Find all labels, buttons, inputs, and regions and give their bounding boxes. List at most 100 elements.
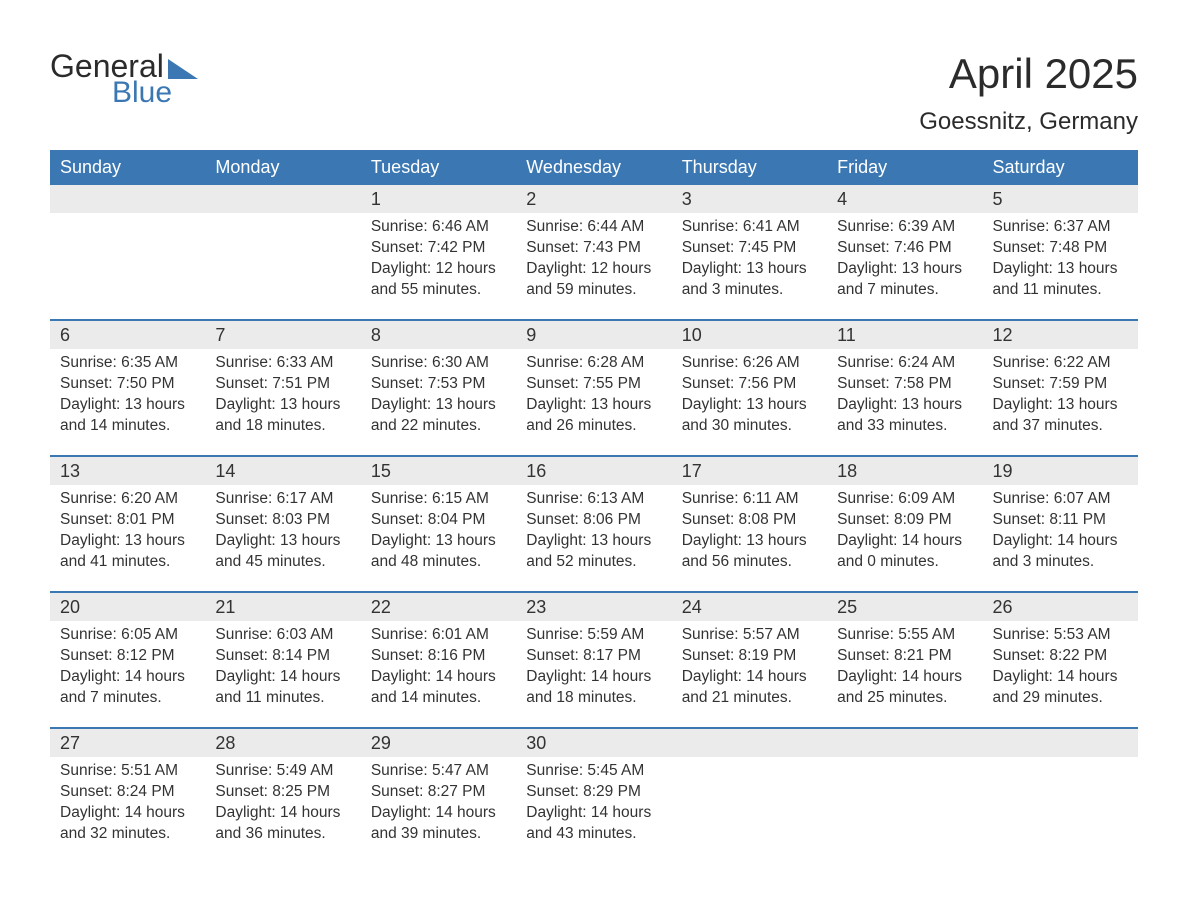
sunrise-text: Sunrise: 6:30 AM	[371, 353, 506, 374]
daylight-text: and 14 minutes.	[371, 688, 506, 709]
day-number: 17	[672, 457, 827, 485]
daylight-text: Daylight: 12 hours	[526, 259, 661, 280]
day-cell: Sunrise: 5:51 AMSunset: 8:24 PMDaylight:…	[50, 761, 205, 849]
sunrise-text: Sunrise: 6:41 AM	[682, 217, 817, 238]
day-cell: Sunrise: 6:17 AMSunset: 8:03 PMDaylight:…	[205, 489, 360, 577]
sunrise-text: Sunrise: 6:17 AM	[215, 489, 350, 510]
logo-word-blue: Blue	[112, 78, 172, 108]
daylight-text: Daylight: 13 hours	[837, 395, 972, 416]
sunrise-text: Sunrise: 5:53 AM	[993, 625, 1128, 646]
day-cell: Sunrise: 6:20 AMSunset: 8:01 PMDaylight:…	[50, 489, 205, 577]
sunset-text: Sunset: 8:19 PM	[682, 646, 817, 667]
day-cell: Sunrise: 6:22 AMSunset: 7:59 PMDaylight:…	[983, 353, 1138, 441]
day-cell	[983, 761, 1138, 849]
day-cell: Sunrise: 6:44 AMSunset: 7:43 PMDaylight:…	[516, 217, 671, 305]
weeks-container: 12345Sunrise: 6:46 AMSunset: 7:42 PMDayl…	[50, 185, 1138, 849]
sunrise-text: Sunrise: 6:37 AM	[993, 217, 1128, 238]
day-number: 19	[983, 457, 1138, 485]
daylight-text: Daylight: 14 hours	[371, 803, 506, 824]
day-number: 10	[672, 321, 827, 349]
daylight-text: and 18 minutes.	[215, 416, 350, 437]
sunrise-text: Sunrise: 5:49 AM	[215, 761, 350, 782]
day-number: 18	[827, 457, 982, 485]
sunset-text: Sunset: 7:53 PM	[371, 374, 506, 395]
day-number: 1	[361, 185, 516, 213]
day-number-row: 6789101112	[50, 321, 1138, 349]
day-number: 8	[361, 321, 516, 349]
sunset-text: Sunset: 8:27 PM	[371, 782, 506, 803]
daylight-text: and 29 minutes.	[993, 688, 1128, 709]
day-cell: Sunrise: 6:33 AMSunset: 7:51 PMDaylight:…	[205, 353, 360, 441]
calendar-page: General Blue April 2025 Goessnitz, Germa…	[0, 0, 1188, 889]
daylight-text: and 32 minutes.	[60, 824, 195, 845]
sunrise-text: Sunrise: 5:59 AM	[526, 625, 661, 646]
sunrise-text: Sunrise: 5:55 AM	[837, 625, 972, 646]
sunrise-text: Sunrise: 6:05 AM	[60, 625, 195, 646]
daylight-text: and 45 minutes.	[215, 552, 350, 573]
daylight-text: Daylight: 13 hours	[371, 395, 506, 416]
sunset-text: Sunset: 8:09 PM	[837, 510, 972, 531]
sunrise-text: Sunrise: 6:46 AM	[371, 217, 506, 238]
day-cell: Sunrise: 6:03 AMSunset: 8:14 PMDaylight:…	[205, 625, 360, 713]
day-cell: Sunrise: 6:11 AMSunset: 8:08 PMDaylight:…	[672, 489, 827, 577]
daylight-text: and 7 minutes.	[837, 280, 972, 301]
day-cell	[827, 761, 982, 849]
weekday-header: Sunday	[50, 150, 205, 185]
sunset-text: Sunset: 7:59 PM	[993, 374, 1128, 395]
day-cell: Sunrise: 6:35 AMSunset: 7:50 PMDaylight:…	[50, 353, 205, 441]
daylight-text: and 33 minutes.	[837, 416, 972, 437]
day-cell: Sunrise: 6:28 AMSunset: 7:55 PMDaylight:…	[516, 353, 671, 441]
sunrise-text: Sunrise: 6:13 AM	[526, 489, 661, 510]
daylight-text: and 14 minutes.	[60, 416, 195, 437]
sunrise-text: Sunrise: 6:15 AM	[371, 489, 506, 510]
daylight-text: and 56 minutes.	[682, 552, 817, 573]
day-number: 7	[205, 321, 360, 349]
sunrise-text: Sunrise: 6:44 AM	[526, 217, 661, 238]
sunset-text: Sunset: 8:14 PM	[215, 646, 350, 667]
sunset-text: Sunset: 8:08 PM	[682, 510, 817, 531]
day-number	[205, 185, 360, 213]
sunset-text: Sunset: 8:17 PM	[526, 646, 661, 667]
sunset-text: Sunset: 8:16 PM	[371, 646, 506, 667]
daylight-text: Daylight: 14 hours	[837, 531, 972, 552]
logo-triangle-icon	[168, 59, 198, 79]
sunset-text: Sunset: 7:55 PM	[526, 374, 661, 395]
sunset-text: Sunset: 8:04 PM	[371, 510, 506, 531]
sunset-text: Sunset: 7:50 PM	[60, 374, 195, 395]
day-number: 29	[361, 729, 516, 757]
sunset-text: Sunset: 7:45 PM	[682, 238, 817, 259]
day-cell: Sunrise: 5:47 AMSunset: 8:27 PMDaylight:…	[361, 761, 516, 849]
day-cell	[672, 761, 827, 849]
day-number	[983, 729, 1138, 757]
day-number: 30	[516, 729, 671, 757]
sunset-text: Sunset: 7:43 PM	[526, 238, 661, 259]
daylight-text: Daylight: 14 hours	[526, 803, 661, 824]
day-number	[672, 729, 827, 757]
weekday-header: Wednesday	[516, 150, 671, 185]
day-number: 3	[672, 185, 827, 213]
daylight-text: and 22 minutes.	[371, 416, 506, 437]
day-number	[50, 185, 205, 213]
daylight-text: and 52 minutes.	[526, 552, 661, 573]
daylight-text: Daylight: 13 hours	[526, 531, 661, 552]
daylight-text: Daylight: 14 hours	[60, 667, 195, 688]
day-body-row: Sunrise: 5:51 AMSunset: 8:24 PMDaylight:…	[50, 761, 1138, 849]
daylight-text: Daylight: 13 hours	[682, 395, 817, 416]
sunrise-text: Sunrise: 6:24 AM	[837, 353, 972, 374]
day-number: 15	[361, 457, 516, 485]
daylight-text: and 25 minutes.	[837, 688, 972, 709]
weekday-header: Monday	[205, 150, 360, 185]
sunset-text: Sunset: 8:03 PM	[215, 510, 350, 531]
day-cell: Sunrise: 6:37 AMSunset: 7:48 PMDaylight:…	[983, 217, 1138, 305]
daylight-text: and 41 minutes.	[60, 552, 195, 573]
day-body-row: Sunrise: 6:35 AMSunset: 7:50 PMDaylight:…	[50, 353, 1138, 441]
daylight-text: and 3 minutes.	[682, 280, 817, 301]
sunset-text: Sunset: 8:22 PM	[993, 646, 1128, 667]
sunrise-text: Sunrise: 6:09 AM	[837, 489, 972, 510]
daylight-text: and 30 minutes.	[682, 416, 817, 437]
day-cell: Sunrise: 6:01 AMSunset: 8:16 PMDaylight:…	[361, 625, 516, 713]
day-cell	[205, 217, 360, 305]
daylight-text: and 43 minutes.	[526, 824, 661, 845]
daylight-text: Daylight: 14 hours	[526, 667, 661, 688]
sunrise-text: Sunrise: 6:07 AM	[993, 489, 1128, 510]
